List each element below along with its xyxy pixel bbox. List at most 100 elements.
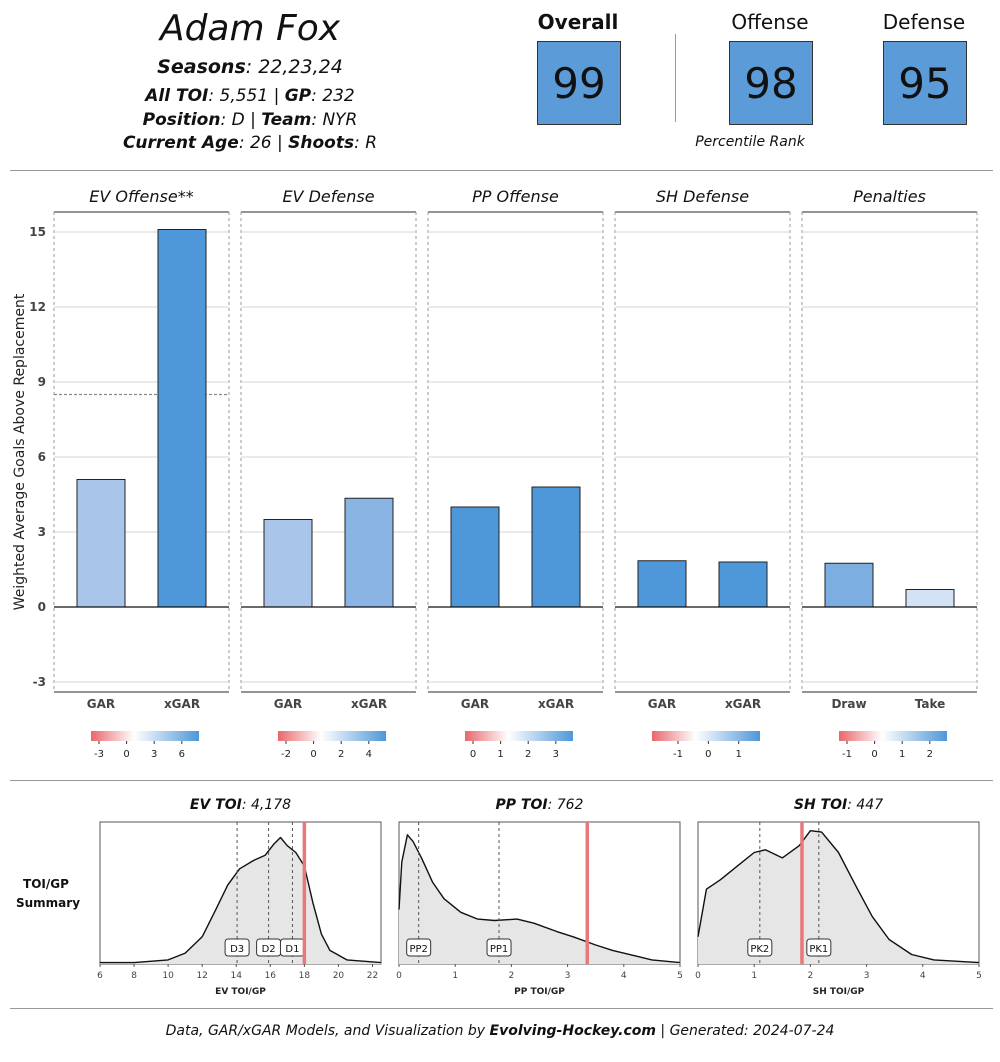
x-tick-label: 12 xyxy=(196,971,207,981)
color-legend xyxy=(91,731,199,741)
y-tick-label: 9 xyxy=(38,375,46,389)
divider-bottom xyxy=(10,1008,993,1009)
density-area xyxy=(399,834,680,964)
bar-panel-4: SH Defense GAR xGAR -1 0 1 xyxy=(614,187,791,760)
position-line: Position: D | Team: NYR xyxy=(60,110,440,130)
team-label: Team xyxy=(261,110,312,130)
bar xyxy=(905,589,955,608)
seasons-line: Seasons: 22,23,24 xyxy=(60,56,440,78)
marker-label: D1 xyxy=(285,944,299,955)
legend-tick-label: 3 xyxy=(553,749,559,760)
team-value: : NYR xyxy=(311,110,358,130)
y-tick-label: 0 xyxy=(38,600,46,614)
gp-label: GP xyxy=(284,86,312,106)
x-tick-label: 6 xyxy=(97,971,103,981)
x-tick-label: 20 xyxy=(333,971,345,981)
overall-label: Overall xyxy=(537,10,619,34)
bar xyxy=(344,497,394,608)
panel-title: Penalties xyxy=(853,187,926,206)
legend-tick-label: 1 xyxy=(497,749,503,760)
toi-title-bold: PP TOI xyxy=(496,797,548,813)
shoots-value: : R xyxy=(354,133,378,153)
x-tick-label: 5 xyxy=(677,971,683,981)
legend-tick-label: 6 xyxy=(179,749,185,760)
toi-value: : 5,551 | xyxy=(208,86,285,106)
legend-tick-label: -2 xyxy=(281,749,291,760)
legend-tick-label: 0 xyxy=(123,749,129,760)
x-axis-label: EV TOI/GP xyxy=(215,987,266,997)
marker-label: PP2 xyxy=(409,944,427,955)
y-tick-label: -3 xyxy=(33,675,46,689)
panel-title: PP Offense xyxy=(472,187,559,206)
density-area xyxy=(698,830,979,964)
density-line xyxy=(697,830,980,964)
bar-panel-2: EV Defense GAR xGAR -2 0 2 4 xyxy=(240,187,417,760)
age-label: Current Age xyxy=(122,133,239,153)
x-tick-label: 22 xyxy=(367,971,378,981)
toi-title-value: : 4,178 xyxy=(242,797,291,813)
x-tick-label: 14 xyxy=(231,971,243,981)
x-tick-label: 10 xyxy=(162,971,174,981)
y-tick-label: 15 xyxy=(29,225,46,239)
x-category-label: Take xyxy=(915,697,946,711)
toi-panel-title: SH TOI: 447 xyxy=(794,797,883,813)
toi-title-bold: SH TOI xyxy=(794,797,847,813)
color-legend xyxy=(652,731,760,741)
x-category-label: GAR xyxy=(274,697,302,711)
toi-panel-1: EV TOI: 4,178 D3 D2 D1 6 8 10 12 14 16 18 20 22 EV TO… xyxy=(97,797,382,997)
bar xyxy=(76,479,126,608)
y-tick-label: 12 xyxy=(29,300,46,314)
marker-label: PK2 xyxy=(750,944,769,955)
age-line: Current Age: 26 | Shoots: R xyxy=(60,133,440,153)
color-legend xyxy=(278,731,386,741)
toi-label: All TOI xyxy=(145,86,209,106)
divider-middle xyxy=(10,780,993,781)
legend-tick-label: 0 xyxy=(470,749,476,760)
x-tick-label: 0 xyxy=(695,971,701,981)
x-category-label: xGAR xyxy=(164,697,200,711)
toi-panel-3: SH TOI: 447 PK2 PK1 0 1 2 3 4 5 SH TOI/GP xyxy=(695,797,982,997)
marker-label: D2 xyxy=(262,944,276,955)
bar xyxy=(450,506,500,608)
legend-tick-label: -1 xyxy=(842,749,852,760)
marker-label-box xyxy=(224,938,250,957)
marker-label: PP1 xyxy=(490,944,508,955)
toi-side-label-2: Summary xyxy=(16,896,80,910)
rank-divider xyxy=(675,34,676,122)
color-legend xyxy=(839,731,947,741)
legend-tick-label: 2 xyxy=(338,749,344,760)
x-category-label: xGAR xyxy=(725,697,761,711)
bar-panel-3: PP Offense GAR xGAR 0 1 2 3 xyxy=(427,187,604,760)
marker-label: D3 xyxy=(230,944,244,955)
defense-rank-box: 95 xyxy=(883,41,967,125)
x-category-label: GAR xyxy=(87,697,115,711)
y-axis-label: Weighted Average Goals Above Replacement xyxy=(12,293,28,610)
shoots-label: Shoots xyxy=(288,133,355,153)
x-category-label: Draw xyxy=(831,697,866,711)
x-tick-label: 2 xyxy=(509,971,515,981)
x-category-label: xGAR xyxy=(351,697,387,711)
marker-label-box xyxy=(747,938,773,957)
legend-tick-label: 3 xyxy=(151,749,157,760)
toi-title-value: : 447 xyxy=(847,797,883,813)
x-tick-label: 3 xyxy=(565,971,571,981)
bar xyxy=(718,561,768,608)
offense-label: Offense xyxy=(731,10,809,34)
density-line xyxy=(398,834,681,964)
gar-bar-chart: Weighted Average Goals Above Replacement… xyxy=(12,187,978,760)
legend-tick-label: -1 xyxy=(673,749,683,760)
x-tick-label: 16 xyxy=(265,971,277,981)
bar xyxy=(637,560,687,608)
density-line xyxy=(100,836,382,964)
gp-value: : 232 xyxy=(311,86,355,106)
x-axis-label: SH TOI/GP xyxy=(813,987,865,997)
legend-tick-label: 4 xyxy=(366,749,372,760)
x-tick-label: 4 xyxy=(920,971,926,981)
legend-tick-label: -3 xyxy=(94,749,104,760)
x-tick-label: 3 xyxy=(864,971,870,981)
x-tick-label: 4 xyxy=(621,971,627,981)
bar xyxy=(157,229,207,608)
age-value: : 26 | xyxy=(238,133,289,153)
defense-label: Defense xyxy=(882,10,966,34)
x-tick-label: 2 xyxy=(808,971,814,981)
